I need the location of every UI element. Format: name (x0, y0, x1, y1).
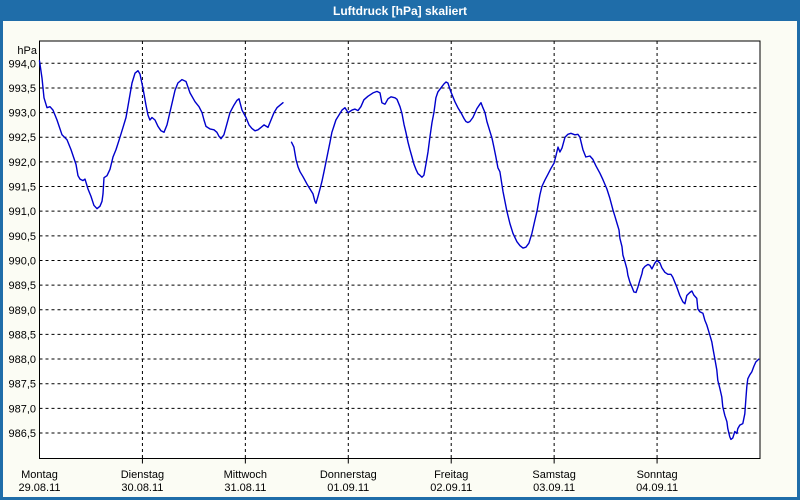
y-tick-label: 990,0 (8, 255, 36, 267)
day-date-label: 31.08.11 (224, 482, 266, 494)
day-label: Sonntag (637, 469, 678, 481)
y-tick-label: 987,5 (8, 379, 36, 391)
y-tick-label: 987,0 (8, 403, 36, 415)
y-tick-label: 992,0 (8, 157, 36, 169)
y-tick-label: 993,0 (8, 108, 36, 120)
y-tick-label: 989,0 (8, 305, 36, 317)
day-date-label: 29.08.11 (18, 482, 60, 494)
y-tick-label: 988,0 (8, 354, 36, 366)
window-title: Luftdruck [hPa] skaliert (332, 3, 468, 18)
day-date-label: 02.09.11 (430, 482, 472, 494)
day-date-label: 30.08.11 (121, 482, 163, 494)
y-tick-label: 992,5 (8, 132, 36, 144)
day-date-label: 01.09.11 (327, 482, 369, 494)
day-date-label: 03.09.11 (533, 482, 575, 494)
chart-panel: 994,0 993,5 993,0 992,5 992,0 991,5 991,0 990,5… (3, 21, 797, 497)
day-label: Mittwoch (224, 469, 267, 481)
day-label: Freitag (434, 469, 468, 481)
y-tick-label: 989,5 (8, 280, 36, 292)
y-tick-label: 990,5 (8, 231, 36, 243)
y-tick-label: 994,0 (8, 58, 36, 70)
y-axis-unit-label: hPa (17, 45, 37, 57)
pressure-line-series (290, 81, 760, 441)
plot-area (39, 40, 761, 459)
window-titlebar: Luftdruck [hPa] skaliert (3, 0, 797, 21)
day-label: Samstag (532, 469, 575, 481)
y-tick-label: 991,5 (8, 182, 36, 194)
y-tick-label: 993,5 (8, 83, 36, 95)
pressure-line-series (38, 60, 284, 210)
y-tick-label: 986,5 (8, 428, 36, 440)
day-label: Montag (21, 469, 58, 481)
day-date-label: 04.09.11 (636, 482, 678, 494)
day-label: Dienstag (121, 469, 164, 481)
day-label: Donnerstag (320, 469, 377, 481)
pressure-chart-svg: 994,0 993,5 993,0 992,5 992,0 991,5 991,0 990,5… (8, 40, 761, 494)
y-tick-label: 988,5 (8, 329, 36, 341)
y-tick-label: 991,0 (8, 206, 36, 218)
